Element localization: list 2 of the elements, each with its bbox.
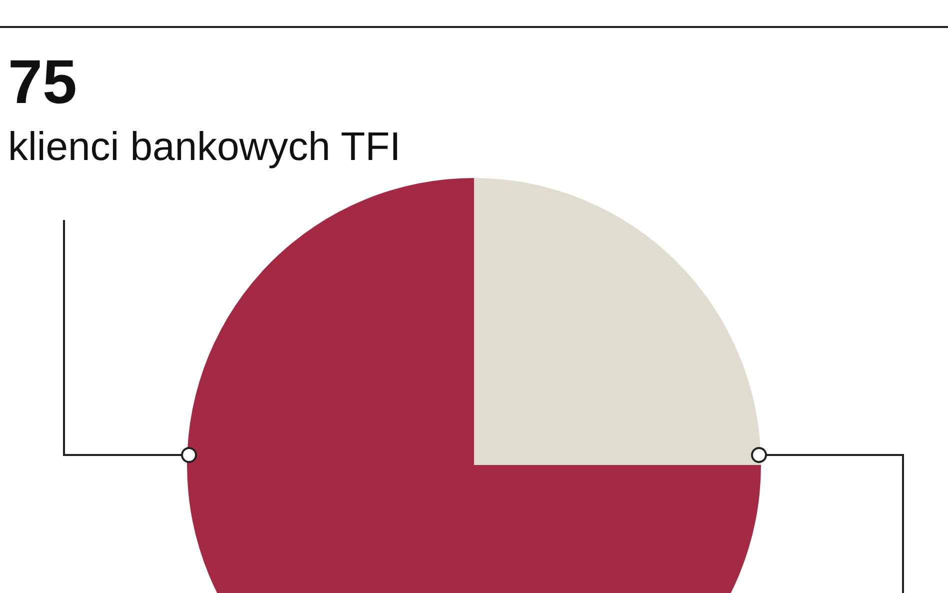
data-label: 75 <box>8 48 77 117</box>
slice-label: klienci bankowych TFI <box>8 125 401 169</box>
